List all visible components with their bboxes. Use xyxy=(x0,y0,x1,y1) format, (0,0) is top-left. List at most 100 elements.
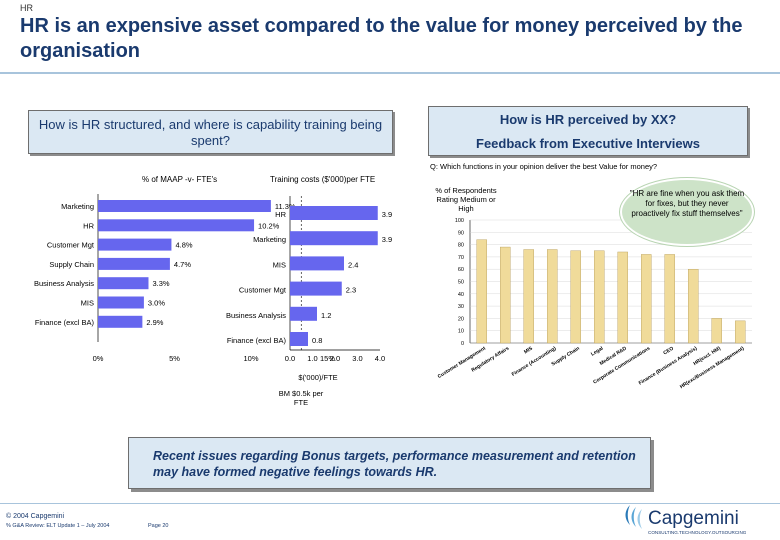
right-heading-line2: Feedback from Executive Interviews xyxy=(476,136,700,151)
survey-bar xyxy=(641,254,652,344)
survey-bar xyxy=(664,254,675,344)
maap-bar xyxy=(98,200,271,212)
survey-tick-label: 60 xyxy=(458,267,464,273)
maap-value-label: 3.0% xyxy=(148,299,165,308)
training-value-label: 3.9 xyxy=(382,235,392,244)
maap-bar xyxy=(98,315,143,328)
survey-bar xyxy=(570,250,581,344)
page-number: Page 20 xyxy=(148,523,169,529)
training-tick-label: 2.0 xyxy=(330,354,340,363)
maap-value-label: 10.2% xyxy=(258,221,280,230)
survey-category-label: Legal xyxy=(590,345,605,357)
training-category-label: MIS xyxy=(273,260,286,269)
survey-tick-label: 10 xyxy=(458,329,464,335)
survey-tick-label: 30 xyxy=(458,304,464,310)
survey-question: Q: Which functions in your opinion deliv… xyxy=(430,162,658,171)
logo-mark-icon xyxy=(625,505,642,529)
training-tick-label: 0.0 xyxy=(285,354,295,363)
maap-fte-chart: % of MAAP -v- FTE's Marketing 11.3%HR 10.2… xyxy=(34,175,335,363)
logo-tagline: CONSULTING.TECHNOLOGY.OUTSOURCING xyxy=(648,530,747,535)
survey-tick-label: 0 xyxy=(461,341,464,347)
survey-tick-label: 20 xyxy=(458,316,464,322)
survey-tick-label: 70 xyxy=(458,255,464,261)
key-insight-box: Recent issues regarding Bonus targets, p… xyxy=(128,437,651,489)
executive-quote: "HR are fine when you ask them for fixes… xyxy=(629,189,745,218)
logo-text: Capgemini xyxy=(648,508,739,529)
survey-tick-label: 50 xyxy=(458,280,464,286)
right-heading-line1: How is HR perceived by XX? xyxy=(499,112,677,127)
right-panel-heading: How is HR perceived by XX? Feedback from… xyxy=(428,106,748,156)
maap-bar xyxy=(98,296,144,309)
survey-tick-label: 40 xyxy=(458,292,464,298)
maap-value-label: 4.7% xyxy=(174,260,191,269)
survey-bar xyxy=(547,249,558,344)
maap-value-label: 2.9% xyxy=(146,318,163,327)
training-value-label: 2.3 xyxy=(346,286,356,295)
survey-bar xyxy=(688,269,699,344)
maap-tick-label: 0% xyxy=(93,354,104,363)
maap-tick-label: 5% xyxy=(169,354,180,363)
training-value-label: 3.9 xyxy=(382,210,392,219)
maap-bar xyxy=(98,238,172,251)
survey-tick-label: 100 xyxy=(455,218,464,224)
survey-bar xyxy=(711,318,722,344)
survey-bar xyxy=(617,251,628,344)
training-bar xyxy=(290,332,308,346)
training-category-label: Customer Mgt xyxy=(239,286,287,295)
training-tick-label: 3.0 xyxy=(352,354,362,363)
benchmark-note: BM $0.5k per FTE xyxy=(278,389,324,407)
page-title: HR is an expensive asset compared to the… xyxy=(20,15,743,62)
training-value-label: 2.4 xyxy=(348,260,358,269)
maap-bar xyxy=(98,277,149,290)
maap-category-label: MIS xyxy=(81,299,94,308)
maap-bar xyxy=(98,257,170,270)
survey-tick-label: 90 xyxy=(458,230,464,236)
quote-cloud xyxy=(622,180,752,244)
document-reference: % G&A Review: ELT Update 1 – July 2004 xyxy=(6,523,110,529)
copyright: © 2004 Capgemini xyxy=(6,513,65,520)
maap-bar xyxy=(98,219,255,232)
training-cost-chart: Training costs ($'000)per FTE $('000)/FT… xyxy=(226,175,392,382)
maap-category-label: Supply Chain xyxy=(49,260,94,269)
capgemini-logo: Capgemini CONSULTING.TECHNOLOGY.OUTSOURC… xyxy=(625,505,747,535)
training-tick-label: 4.0 xyxy=(375,354,385,363)
left-panel-heading: How is HR structured, and where is capab… xyxy=(28,110,393,154)
training-value-label: 0.8 xyxy=(312,336,322,345)
training-bar xyxy=(290,306,317,321)
maap-category-label: Customer Mgt xyxy=(47,241,95,250)
survey-category-label: MIS xyxy=(523,345,534,355)
footer-divider xyxy=(0,503,780,504)
survey-bar xyxy=(500,246,511,344)
training-category-label: HR xyxy=(275,210,286,219)
maap-value-label: 3.3% xyxy=(152,279,169,288)
maap-tick-label: 10% xyxy=(243,354,258,363)
training-xlabel: $('000)/FTE xyxy=(298,373,337,382)
maap-category-label: Finance (excl BA) xyxy=(35,318,95,327)
training-category-label: Marketing xyxy=(253,235,286,244)
maap-chart-title: % of MAAP -v- FTE's xyxy=(142,175,217,184)
maap-category-label: Marketing xyxy=(61,202,94,211)
title-divider xyxy=(0,72,780,74)
survey-bar xyxy=(523,249,534,344)
maap-category-label: HR xyxy=(83,221,94,230)
survey-tick-label: 80 xyxy=(458,243,464,249)
survey-bar xyxy=(735,320,746,344)
training-bar xyxy=(290,256,344,271)
training-category-label: Finance (excl BA) xyxy=(227,336,287,345)
maap-value-label: 4.8% xyxy=(175,241,192,250)
training-chart-title: Training costs ($'000)per FTE xyxy=(270,175,375,184)
training-bar xyxy=(290,231,378,246)
survey-bar xyxy=(594,250,605,344)
maap-value-label: 11.3% xyxy=(275,202,296,211)
survey-bar xyxy=(476,239,487,344)
training-bar xyxy=(290,206,378,220)
survey-category-label: CEO xyxy=(662,346,674,357)
training-category-label: Business Analysis xyxy=(226,311,286,320)
training-bar xyxy=(290,281,342,296)
survey-ylabel: % of Respondents Rating Medium or High xyxy=(435,186,497,213)
section-label: HR xyxy=(20,3,33,13)
training-tick-label: 1.0 xyxy=(307,354,317,363)
training-value-label: 1.2 xyxy=(321,311,331,320)
